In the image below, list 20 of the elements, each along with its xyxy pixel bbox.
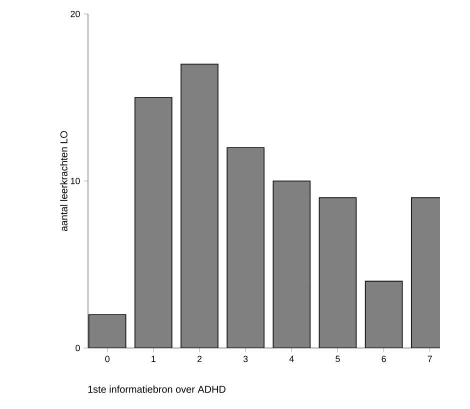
y-tick-label: 20 <box>70 10 80 18</box>
bar <box>88 314 126 348</box>
bar <box>318 197 357 348</box>
x-axis-title: 1ste informatiebron over ADHD <box>88 386 226 393</box>
x-tick-label: 6 <box>382 356 386 362</box>
bar <box>134 97 172 348</box>
bar <box>226 147 264 348</box>
y-tick-label: 10 <box>70 178 80 184</box>
bar <box>180 64 218 348</box>
x-tick-label: 0 <box>105 356 110 362</box>
x-tick-label: 2 <box>197 356 202 362</box>
bar <box>272 180 311 348</box>
x-tick-label: 1 <box>152 356 156 362</box>
x-tick-label: 5 <box>336 356 340 362</box>
y-axis-title: aantal leerkrachten LO <box>60 131 68 231</box>
x-tick-label: 4 <box>289 356 294 362</box>
x-tick-label: 3 <box>243 356 248 362</box>
bar <box>364 280 403 348</box>
x-tick-label: 7 <box>428 356 432 362</box>
y-tick-label: 0 <box>76 344 80 352</box>
